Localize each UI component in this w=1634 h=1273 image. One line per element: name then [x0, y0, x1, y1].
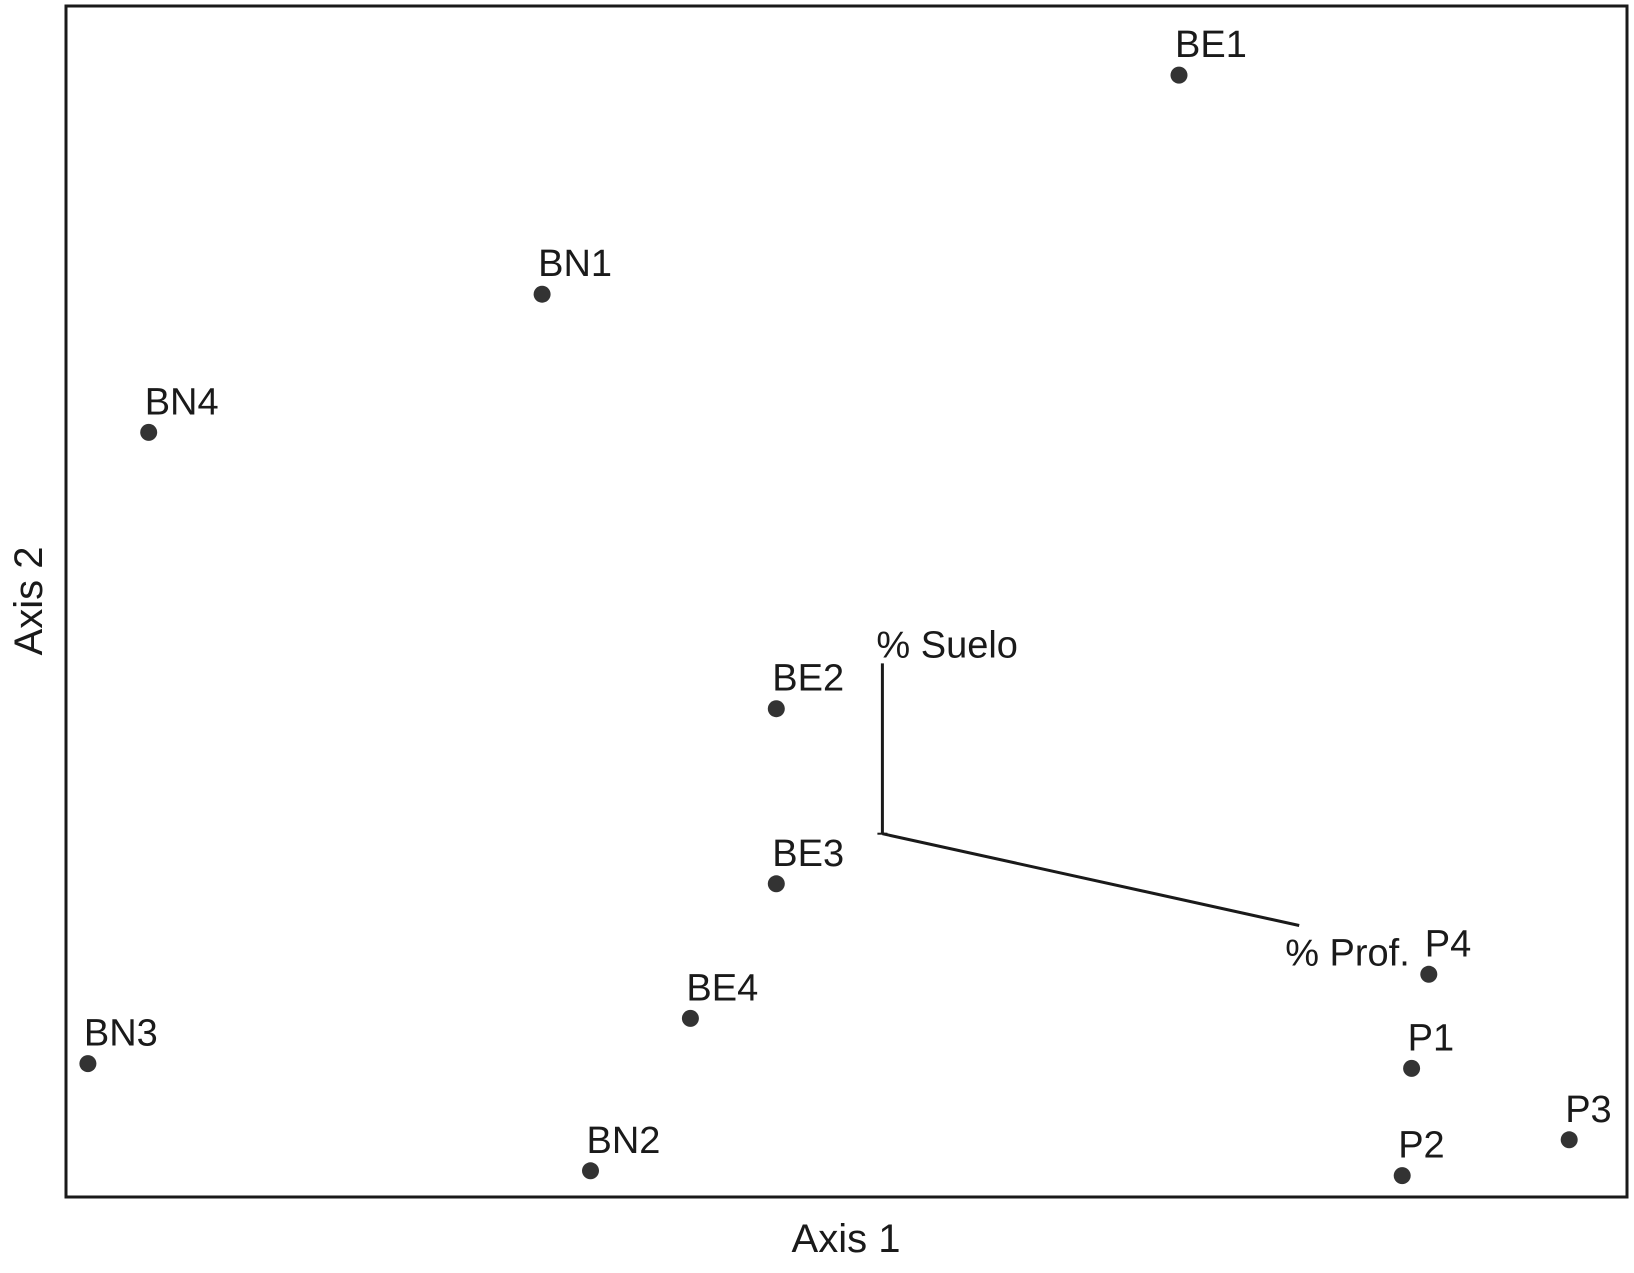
- point-label-be2: BE2: [772, 658, 844, 700]
- point-label-bn1: BN1: [538, 243, 612, 285]
- points-layer: BE1 BN1 BN4 BE2 BE3 BE4 BN3 BN2 P4 P1 P3 P2: [79, 24, 1612, 1185]
- point-bn4: [140, 423, 158, 441]
- point-be2: [767, 700, 785, 718]
- point-bn1: [533, 285, 551, 303]
- point-label-bn4: BN4: [145, 381, 219, 423]
- point-be3: [767, 875, 785, 893]
- point-be1: [1170, 66, 1188, 84]
- vector-label-prof: % Prof.: [1285, 933, 1410, 975]
- y-axis-title: Axis 2: [7, 547, 51, 656]
- vector-prof: [882, 832, 1300, 927]
- point-label-p4: P4: [1425, 923, 1471, 965]
- point-label-be1: BE1: [1175, 24, 1247, 66]
- vectors-layer: % Suelo % Prof.: [876, 624, 1409, 974]
- point-label-be3: BE3: [772, 833, 844, 875]
- point-bn3: [79, 1055, 97, 1073]
- point-label-p2: P2: [1398, 1125, 1444, 1167]
- point-p3: [1560, 1131, 1578, 1149]
- point-p2: [1393, 1167, 1411, 1185]
- point-p4: [1420, 965, 1438, 983]
- point-label-be4: BE4: [686, 967, 758, 1009]
- point-label-p1: P1: [1408, 1017, 1454, 1059]
- plot-frame: [64, 4, 1629, 1199]
- x-axis-title: Axis 1: [792, 1217, 901, 1261]
- point-p1: [1403, 1059, 1421, 1077]
- point-label-bn3: BN3: [84, 1013, 158, 1055]
- point-bn2: [582, 1162, 599, 1180]
- point-be4: [681, 1009, 699, 1027]
- vector-label-suelo: % Suelo: [876, 624, 1018, 666]
- point-label-bn2: BN2: [587, 1120, 661, 1162]
- point-label-p3: P3: [1565, 1089, 1611, 1131]
